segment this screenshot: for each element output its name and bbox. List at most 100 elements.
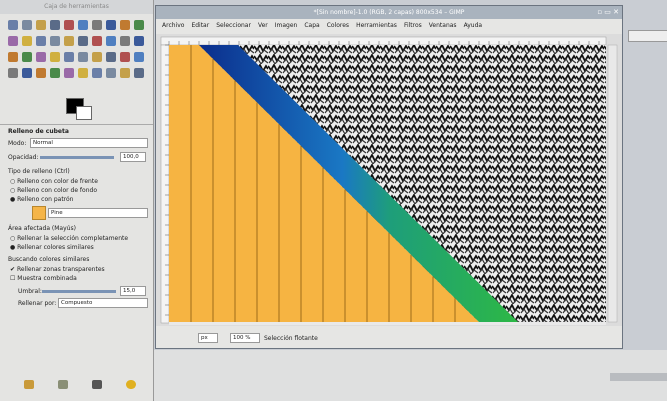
threshold-slider[interactable] xyxy=(42,290,116,293)
restore-button[interactable] xyxy=(58,380,68,389)
tool-icon[interactable] xyxy=(36,36,46,46)
option-text: Muestra combinada xyxy=(17,275,77,282)
option-text: Relleno con patrón xyxy=(17,196,74,203)
vertical-scrollbar[interactable] xyxy=(607,44,618,323)
zoom-select[interactable]: 100 % xyxy=(230,333,260,343)
option-text: Relleno con color de frente xyxy=(17,178,98,185)
radio-on: ● xyxy=(10,196,18,203)
toolbox: Caja de herramientas Relleno de cubeta M… xyxy=(0,0,154,401)
menu-item[interactable]: Ver xyxy=(257,22,268,29)
opacity-input[interactable]: 100,0 xyxy=(120,152,146,162)
tool-icon[interactable] xyxy=(22,68,32,78)
radio-option[interactable]: ○ Relleno con color de frente xyxy=(10,178,98,185)
menu-item[interactable]: Colores xyxy=(326,22,350,29)
tool-icon[interactable] xyxy=(92,20,102,30)
tool-icon[interactable] xyxy=(8,52,18,62)
tool-icon[interactable] xyxy=(134,68,144,78)
radio-off: ○ xyxy=(10,187,18,194)
save-button[interactable] xyxy=(24,380,34,389)
radio-option[interactable]: ○ Relleno con color de fondo xyxy=(10,187,97,194)
tool-icon[interactable] xyxy=(50,68,60,78)
radio-option[interactable]: ● Rellenar colores similares xyxy=(10,244,94,251)
options-title: Relleno de cubeta xyxy=(8,128,69,135)
tool-icon[interactable] xyxy=(64,68,74,78)
window-controls[interactable]: ▫ ▭ ✕ xyxy=(597,8,619,16)
threshold-input[interactable]: 15,0 xyxy=(120,286,146,296)
radio-option[interactable]: ○ Rellenar la selección completamente xyxy=(10,235,128,242)
tool-icon[interactable] xyxy=(64,20,74,30)
tool-icon[interactable] xyxy=(36,52,46,62)
tool-icon[interactable] xyxy=(106,36,116,46)
option-text: Rellenar zonas transparentes xyxy=(16,266,105,273)
image-window: *[Sin nombre]-1.0 (RGB, 2 capas) 800x534… xyxy=(155,5,623,349)
tool-icon[interactable] xyxy=(106,52,116,62)
tool-icon[interactable] xyxy=(92,36,102,46)
mode-select[interactable]: Normal xyxy=(30,138,148,148)
fill-by-select[interactable]: Compuesto xyxy=(58,298,148,308)
menu-item[interactable]: Herramientas xyxy=(356,22,397,29)
horizontal-scrollbar[interactable] xyxy=(169,322,606,325)
tool-icon[interactable] xyxy=(78,36,88,46)
tool-icon[interactable] xyxy=(120,36,130,46)
label: Rellenar por: xyxy=(18,300,57,307)
option-text: Rellenar colores similares xyxy=(17,244,94,251)
window-title: *[Sin nombre]-1.0 (RGB, 2 capas) 800x534… xyxy=(156,6,622,19)
tool-icon[interactable] xyxy=(106,68,116,78)
tool-icon[interactable] xyxy=(120,20,130,30)
tool-icon[interactable] xyxy=(120,52,130,62)
scrollbar[interactable] xyxy=(610,373,667,381)
tool-icon[interactable] xyxy=(78,20,88,30)
tool-icon[interactable] xyxy=(92,52,102,62)
tool-icon[interactable] xyxy=(8,68,18,78)
tool-icon[interactable] xyxy=(36,20,46,30)
label: Opacidad: xyxy=(8,154,39,161)
tool-icon[interactable] xyxy=(22,36,32,46)
reset-button[interactable] xyxy=(126,380,136,389)
opacity-slider[interactable] xyxy=(40,156,114,159)
tool-icon[interactable] xyxy=(134,36,144,46)
pattern-name[interactable]: Pine xyxy=(48,208,148,218)
tool-icon[interactable] xyxy=(8,36,18,46)
tool-icon[interactable] xyxy=(134,52,144,62)
menu-item[interactable]: Seleccionar xyxy=(216,22,251,29)
tool-icon[interactable] xyxy=(92,68,102,78)
tool-icon[interactable] xyxy=(134,20,144,30)
radio-off: ○ xyxy=(10,235,18,242)
menu-item[interactable]: Ayuda xyxy=(463,22,483,29)
label: Umbral: xyxy=(18,288,42,295)
tool-icon[interactable] xyxy=(22,20,32,30)
menu-item[interactable]: Filtros xyxy=(403,22,422,29)
tool-icon[interactable] xyxy=(50,20,60,30)
background-color[interactable] xyxy=(76,106,92,120)
orange-fill xyxy=(169,45,479,322)
tool-icon[interactable] xyxy=(50,52,60,62)
toolbox-title: Caja de herramientas xyxy=(0,0,153,14)
desktop-bottom xyxy=(154,350,667,401)
tool-icon[interactable] xyxy=(64,36,74,46)
menu-item[interactable]: Editar xyxy=(191,22,210,29)
radio-option[interactable]: ● Relleno con patrón xyxy=(10,196,73,203)
tool-icon[interactable] xyxy=(36,68,46,78)
menu-item[interactable]: Archivo xyxy=(162,22,185,29)
side-widget[interactable] xyxy=(628,30,667,42)
tool-icon[interactable] xyxy=(78,52,88,62)
tool-icon[interactable] xyxy=(50,36,60,46)
tool-icon[interactable] xyxy=(106,20,116,30)
delete-button[interactable] xyxy=(92,380,102,389)
tool-icon[interactable] xyxy=(22,52,32,62)
checkbox-option[interactable]: ✔ Rellenar zonas transparentes xyxy=(10,266,105,273)
tool-icon[interactable] xyxy=(8,20,18,30)
tool-grid xyxy=(8,20,148,90)
tool-icon[interactable] xyxy=(120,68,130,78)
option-text: Rellenar la selección completamente xyxy=(17,235,129,242)
unit-select[interactable]: px xyxy=(198,333,218,343)
menu-item[interactable]: Capa xyxy=(304,22,320,29)
check-on: ✔ xyxy=(10,266,17,273)
menu-item[interactable]: Imagen xyxy=(274,22,298,29)
menu-item[interactable]: Ventanas xyxy=(428,22,457,29)
check-off: ☐ xyxy=(10,275,18,282)
tool-icon[interactable] xyxy=(64,52,74,62)
tool-icon[interactable] xyxy=(78,68,88,78)
pattern-preview[interactable] xyxy=(32,206,46,220)
checkbox-option[interactable]: ☐ Muestra combinada xyxy=(10,275,77,282)
